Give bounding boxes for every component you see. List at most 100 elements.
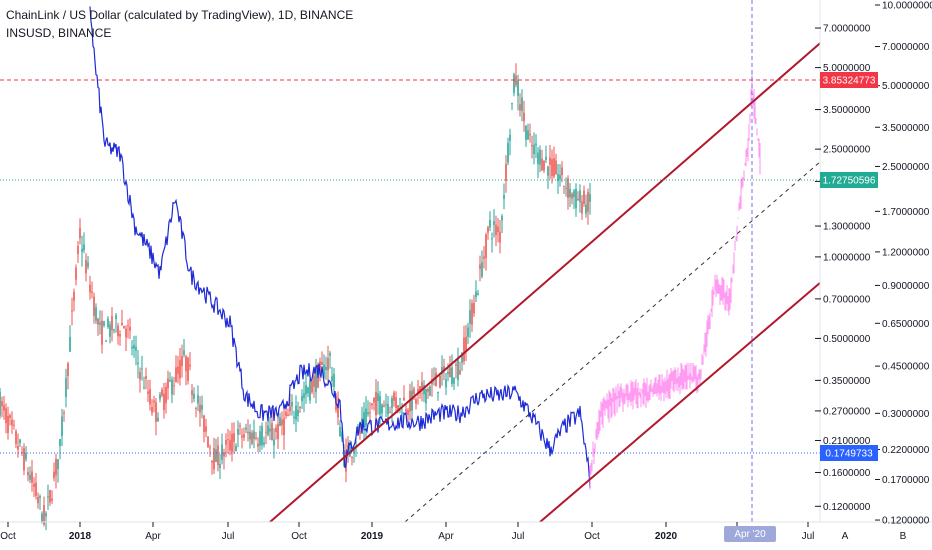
candle-body [243, 434, 245, 438]
trend-lines[interactable] [269, 42, 821, 523]
candle-body [513, 74, 515, 93]
candle-body [279, 417, 281, 427]
candle-body [517, 80, 519, 96]
candle-body [379, 395, 381, 415]
candle-body [143, 387, 145, 389]
candle-body [37, 497, 39, 504]
candle-body [475, 291, 477, 297]
candle-body [449, 367, 451, 378]
candle-body [231, 433, 233, 452]
candle-body [423, 385, 425, 395]
left-tick-label: 3.5000000 [823, 105, 871, 116]
candle-body [249, 432, 251, 440]
right-tick-label: 3.5000000 [882, 123, 930, 134]
candle-body [557, 173, 559, 182]
candle-body [67, 363, 69, 376]
right-tick-label: 0.4500000 [882, 362, 930, 373]
candle-body [157, 417, 159, 422]
candle-body [215, 449, 217, 463]
candle-body [525, 125, 527, 140]
candle-body [87, 262, 89, 267]
right-tick-label: 10.0000000 [882, 1, 932, 12]
candle-body [49, 490, 51, 503]
candle-body [3, 405, 5, 411]
right-tick-label: 0.3000000 [882, 409, 930, 420]
candle-body [563, 186, 565, 188]
candle-body [307, 387, 309, 394]
right-tick-label: 1.7000000 [882, 207, 930, 218]
scale-button-b[interactable]: B [900, 531, 907, 542]
x-tick-label: Apr [145, 531, 161, 542]
candle-body [487, 227, 489, 233]
candle-body [219, 464, 221, 468]
candle-body [561, 167, 563, 175]
candle-body [315, 370, 317, 393]
price-tag-box [820, 445, 878, 461]
candle-body [265, 431, 267, 433]
right-tick-label: 0.9000000 [882, 281, 930, 292]
scale-button-a[interactable]: A [842, 531, 849, 542]
candle-body [15, 431, 17, 444]
candle-body [509, 134, 511, 141]
candle-body [261, 426, 263, 446]
candle-body [211, 460, 213, 463]
candle-body [507, 143, 509, 163]
candle-body [163, 393, 165, 411]
candle-body [209, 447, 211, 449]
channel-line[interactable] [539, 282, 821, 523]
channel-midline[interactable] [404, 161, 821, 523]
candle-body [583, 190, 585, 204]
candle-body [51, 498, 53, 501]
candle-body [585, 204, 587, 214]
candle-body [257, 443, 259, 447]
candle-body [149, 389, 151, 405]
candle-body [271, 423, 273, 441]
candle-body [115, 315, 117, 320]
candle-body [363, 412, 365, 428]
candle-body [253, 431, 255, 439]
candle-body [83, 244, 85, 251]
candle-body [173, 385, 175, 387]
candle-body [479, 264, 481, 269]
candle-body [435, 372, 437, 387]
candle-body [445, 379, 447, 388]
candle-body [555, 160, 557, 175]
candle-body [153, 400, 155, 403]
candle-body [137, 362, 139, 364]
candle-body [483, 256, 485, 259]
candle-body [497, 226, 499, 233]
left-tick-label: 5.0000000 [823, 63, 871, 74]
left-tick-label: 0.5000000 [823, 334, 871, 345]
candle-body [495, 224, 497, 236]
candle-body [319, 361, 321, 374]
x-tick-label: Apr [438, 531, 454, 542]
candle-body [323, 364, 325, 378]
left-tick-label: 7.0000000 [823, 24, 871, 35]
candle-body [327, 358, 329, 371]
candle-body [179, 360, 181, 379]
candle-body [383, 405, 385, 408]
candle-body [321, 361, 323, 366]
candle-body [175, 367, 177, 382]
candle-body [147, 391, 149, 394]
price-tags: 3.85324773 1.72750596 0.1749733 [820, 72, 878, 461]
candle-body [79, 228, 81, 239]
candle-body [587, 192, 589, 212]
candle-body [501, 216, 503, 221]
right-tick-label: 0.6500000 [882, 319, 930, 330]
candle-body [165, 387, 167, 404]
candle-body [503, 195, 505, 199]
candle-body [361, 418, 363, 427]
candle-body [577, 198, 579, 201]
candle-body [255, 437, 257, 439]
x-tick-label: 2018 [69, 531, 92, 542]
channel-line[interactable] [269, 42, 821, 523]
right-tick-label: 7.0000000 [882, 42, 930, 53]
candle-body [463, 337, 465, 362]
candle-body [117, 325, 119, 337]
candle-body [309, 379, 311, 401]
candle-body [269, 428, 271, 432]
candle-body [443, 366, 445, 372]
price-tag-box [820, 72, 878, 88]
